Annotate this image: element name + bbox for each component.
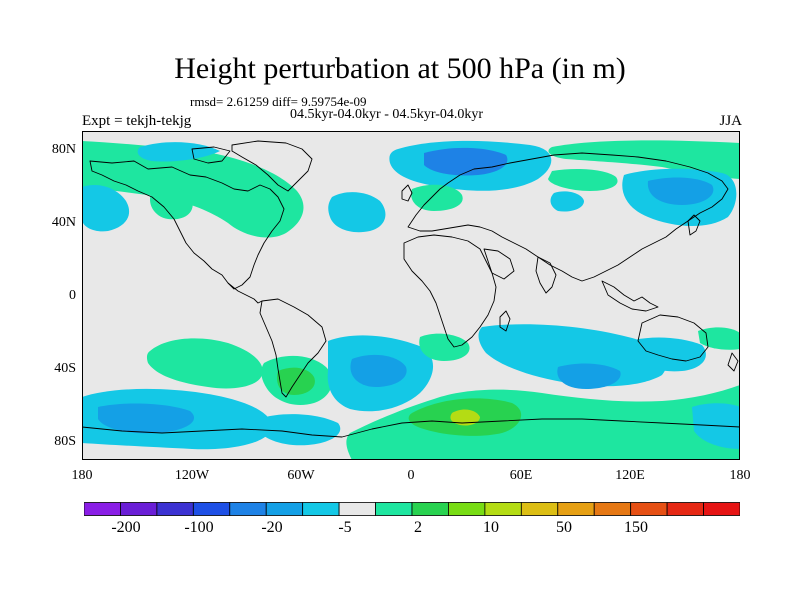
lon-label-120e: 120E	[615, 468, 645, 483]
map-border	[82, 131, 740, 460]
lon-label-120w: 120W	[174, 468, 210, 483]
contour-neg-greenland	[137, 142, 220, 162]
lat-label-80s: 80S	[54, 434, 76, 449]
colorbar-box	[338, 502, 376, 516]
colorbar-label: 50	[556, 519, 572, 536]
colorbar-label: 10	[483, 519, 499, 536]
coastline-madagascar	[499, 310, 511, 332]
lon-label-180w: 180	[71, 468, 93, 483]
contour-pos-asia	[548, 169, 618, 191]
lat-label-eq: 0	[69, 288, 76, 303]
contour-pos-antarctic-peak	[450, 409, 480, 426]
contour-neg-indian-core	[557, 363, 621, 389]
colorbar-box	[666, 502, 704, 516]
coastline-newzealand	[727, 352, 739, 372]
colorbar-box	[448, 502, 486, 516]
contour-fills	[82, 140, 740, 460]
colorbar-box	[557, 502, 595, 516]
colorbar-box	[265, 502, 304, 516]
contour-pos-south-pacific	[146, 338, 263, 389]
coastline-arabia	[483, 248, 515, 280]
contour-pos-southafrica	[419, 333, 470, 361]
contour-neg-pacific-north	[82, 184, 130, 232]
coastline-uk	[401, 184, 413, 202]
coastline-japan	[687, 214, 701, 236]
contour-neg-japan	[550, 191, 584, 212]
colorbar-box	[229, 502, 267, 516]
colorbar-label: -100	[184, 519, 214, 536]
coastlines	[82, 140, 740, 438]
contour-pos-tasman	[698, 327, 740, 350]
coastline-india	[535, 256, 557, 294]
colorbar-label: 150	[624, 519, 648, 536]
colorbar-box	[411, 502, 449, 516]
colorbar-box	[630, 502, 668, 516]
colorbar-label: -5	[338, 519, 352, 536]
contour-neg-antarctic-pac	[258, 414, 341, 446]
contour-neg-south-atlantic-core	[350, 354, 407, 387]
contour-neg-atlantic	[328, 192, 386, 233]
colorbar-box	[375, 502, 413, 516]
contour-neg-eastasia-core	[647, 177, 714, 205]
lon-label-180e: 180	[729, 468, 751, 483]
contour-neg-arctic-east-core	[424, 147, 508, 176]
coastline-africa	[403, 234, 497, 348]
colorbar-box	[302, 502, 340, 516]
coastline-greenland	[231, 140, 313, 192]
contour-neg-southpac-west-core	[98, 403, 195, 434]
coastline-central-america	[227, 282, 263, 304]
map-panel	[82, 131, 740, 460]
colorbar	[84, 502, 740, 516]
colorbar-label: -200	[111, 519, 141, 536]
contour-pos-arctic-west	[82, 141, 304, 238]
lat-label-80n: 80N	[51, 142, 76, 157]
colorbar-label: 2	[414, 519, 422, 536]
colorbar-box	[703, 502, 740, 516]
season-label: JJA	[719, 113, 742, 129]
experiment-difference-text: 04.5kyr-04.0kyr - 04.5kyr-04.0kyr	[290, 107, 484, 122]
coastline-north-america	[89, 160, 285, 290]
coastline-canada-islands	[191, 146, 231, 164]
colorbar-box	[484, 502, 522, 516]
colorbar-box	[120, 502, 158, 516]
lon-label-60e: 60E	[509, 468, 533, 483]
colorbar-label: -20	[261, 519, 283, 536]
coastline-southeast-asia	[601, 280, 659, 312]
lon-label-60w: 60W	[287, 468, 315, 483]
experiment-label: Expt = tekjh-tekjg	[82, 113, 192, 129]
lon-label-0: 0	[407, 468, 415, 483]
coastline-south-america	[259, 298, 327, 398]
contour-pos-northpac	[149, 186, 193, 220]
plot-title: Height perturbation at 500 hPa (in m)	[174, 52, 626, 85]
colorbar-box	[192, 502, 231, 516]
rmsd-diff-text: rmsd= 2.61259 diff= 9.59754e-09	[190, 94, 367, 109]
contour-neg-australia	[630, 337, 706, 372]
coastline-antarctica	[82, 418, 740, 438]
colorbar-box	[593, 502, 632, 516]
colorbar-box	[156, 502, 194, 516]
coastline-australia	[637, 314, 709, 362]
colorbar-box	[84, 502, 121, 516]
lat-label-40n: 40N	[51, 215, 76, 230]
lat-label-40s: 40S	[54, 361, 76, 376]
coastline-europe-asia	[407, 152, 729, 282]
colorbar-box	[520, 502, 559, 516]
